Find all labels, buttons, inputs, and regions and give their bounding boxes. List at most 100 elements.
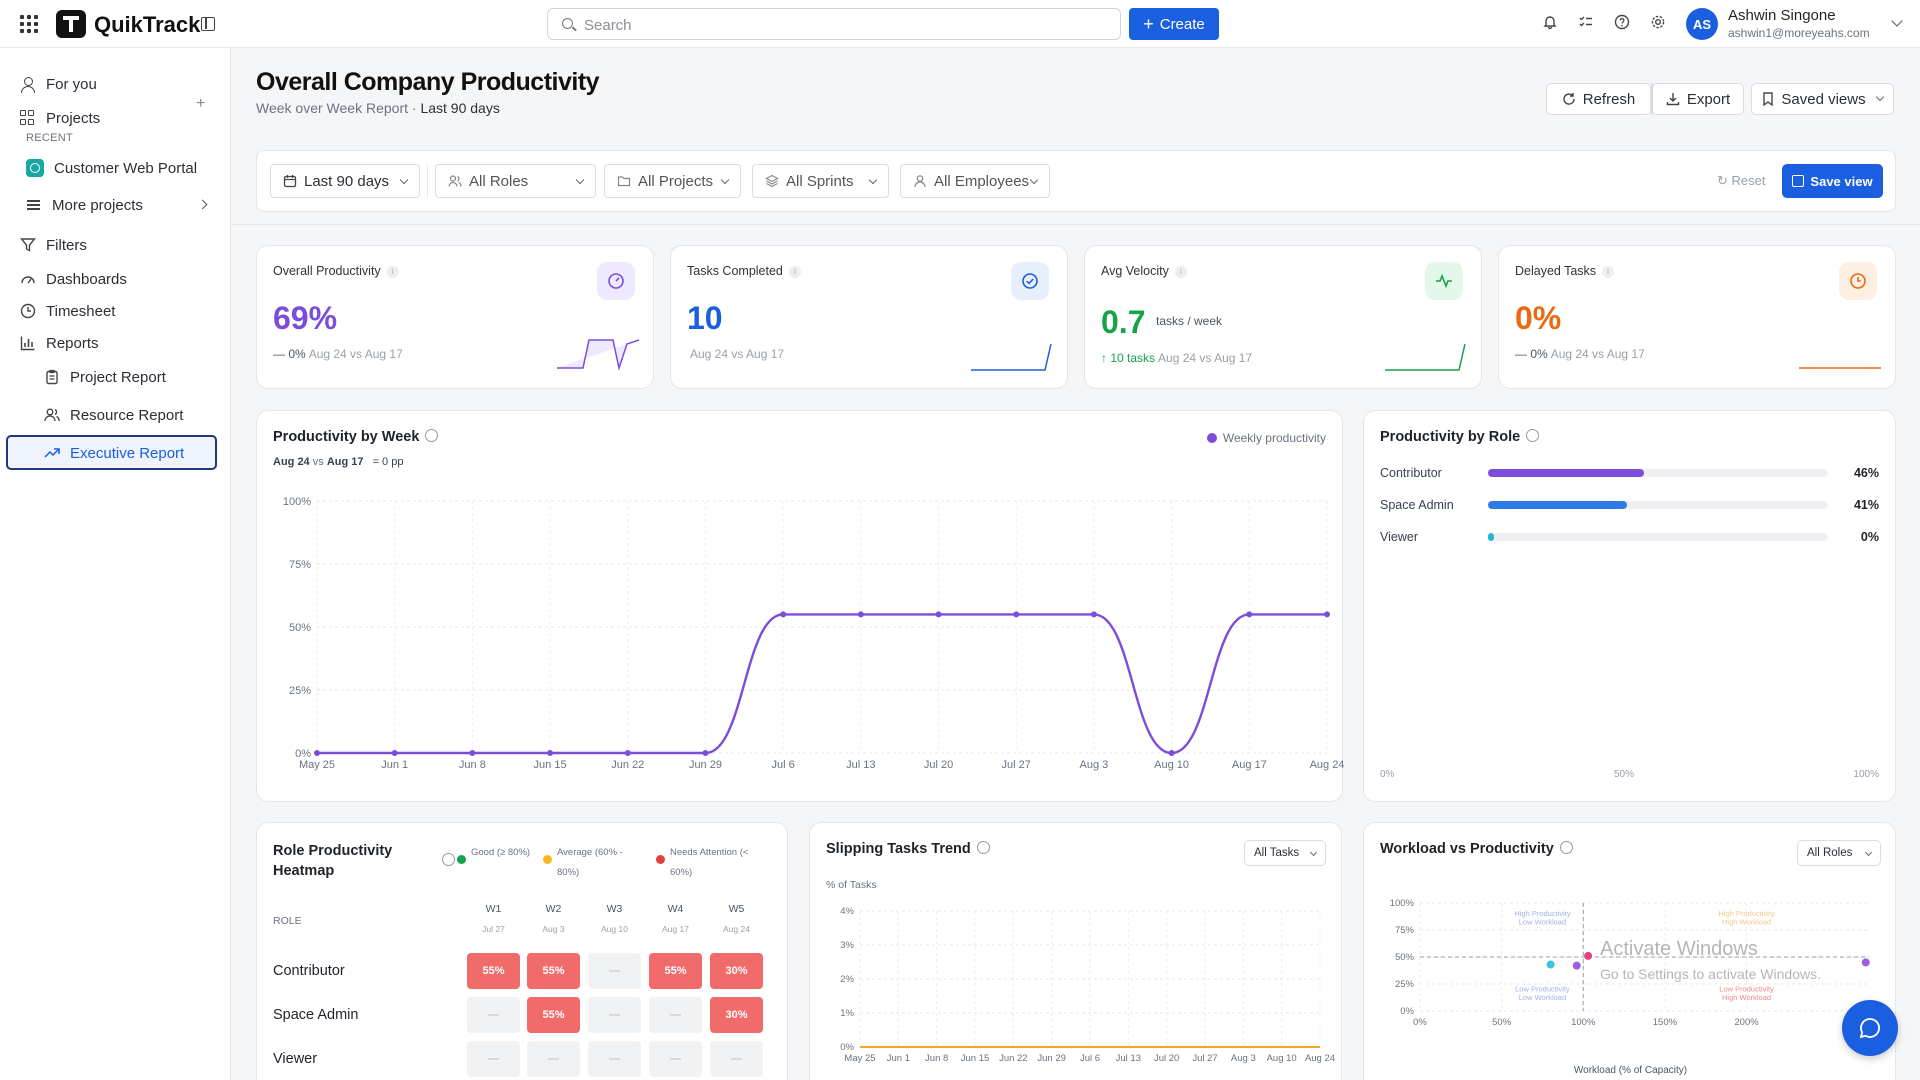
info-icon[interactable]	[1526, 429, 1540, 442]
workload-card: Workload vs Productivity All Roles 0% 25%…	[1363, 822, 1896, 1080]
role-heatmap-card: Role Productivity Heatmap Good (≥ 80%) A…	[256, 822, 788, 1080]
kpi-delta: ↑ 10 tasks Aug 24 vs Aug 17	[1101, 351, 1252, 365]
logo[interactable]	[56, 10, 86, 38]
user-avatar[interactable]: AS	[1686, 8, 1718, 40]
date-range-filter[interactable]: Last 90 days	[270, 164, 420, 198]
quadrant-label: High Productivity	[1718, 909, 1775, 918]
employees-label: All Employees	[934, 172, 1030, 190]
x-tick-label: Jun 22	[999, 1053, 1028, 1064]
chat-button[interactable]	[1842, 1000, 1898, 1056]
sidebar-item-for-you[interactable]: For you	[20, 72, 97, 96]
heatmap-cell[interactable]: —	[710, 1041, 763, 1077]
heatmap-cell[interactable]: —	[588, 997, 641, 1033]
info-icon[interactable]	[976, 841, 990, 854]
heatmap-cell[interactable]: —	[467, 997, 520, 1033]
tasks-filter-dropdown[interactable]: All Tasks	[1244, 840, 1326, 866]
brand-name[interactable]: QuikTrack	[94, 12, 201, 37]
kpi-delta-value: — 0%	[273, 347, 306, 361]
search-box[interactable]	[547, 8, 1121, 40]
search-input[interactable]	[584, 15, 1104, 35]
sidebar-item-label: For you	[46, 75, 97, 93]
info-icon[interactable]: i	[1602, 266, 1615, 278]
role-value: 46%	[1853, 466, 1879, 480]
heatmap-cell[interactable]: 55%	[527, 953, 580, 989]
sidebar-toggle-icon[interactable]	[201, 17, 215, 31]
sidebar-item-filters[interactable]: Filters	[20, 233, 87, 257]
settings-gear-icon[interactable]	[1648, 14, 1668, 34]
data-point	[624, 750, 631, 756]
info-icon[interactable]: i	[788, 266, 801, 278]
sidebar-item-resource-report[interactable]: Resource Report	[44, 403, 183, 427]
check-circle-icon	[1011, 262, 1049, 300]
sidebar-item-projects[interactable]: Projects	[20, 106, 100, 130]
roles-filter-dropdown[interactable]: All Roles	[1797, 840, 1881, 866]
sidebar-item-project-report[interactable]: Project Report	[44, 365, 166, 389]
scatter-point	[1546, 960, 1555, 969]
role-name: Contributor	[1380, 466, 1442, 480]
help-icon[interactable]	[1612, 14, 1632, 34]
sidebar-item-reports[interactable]: Reports	[20, 331, 99, 355]
chevron-down-icon	[575, 175, 585, 185]
heatmap-cell[interactable]: 55%	[649, 953, 702, 989]
info-icon[interactable]	[442, 853, 455, 866]
kpi-compare: Aug 24 vs Aug 17	[1550, 347, 1645, 361]
roles-filter[interactable]: All Roles	[435, 164, 596, 198]
kpi-delta-value: — 0%	[1515, 347, 1548, 361]
chevron-right-icon[interactable]	[197, 199, 208, 210]
heatmap-cell[interactable]: —	[467, 1041, 520, 1077]
role-bar-fill[interactable]	[1488, 469, 1645, 477]
sidebar-item-dashboards[interactable]: Dashboards	[20, 267, 127, 291]
create-button[interactable]: + Create	[1129, 8, 1219, 40]
subtitle-range: Last 90 days	[420, 100, 500, 116]
x-tick-label: Jul 27	[1192, 1053, 1217, 1064]
x-tick-label: 150%	[1653, 1017, 1678, 1028]
export-button[interactable]: Export	[1652, 83, 1744, 115]
heatmap-cell[interactable]: 30%	[710, 953, 763, 989]
sidebar-item-executive-report[interactable]	[6, 435, 217, 470]
data-point	[314, 750, 320, 756]
heatmap-cell[interactable]: —	[649, 997, 702, 1033]
refresh-button[interactable]: Refresh	[1546, 83, 1651, 115]
search-icon	[562, 18, 573, 29]
heatmap-cell[interactable]: 30%	[710, 997, 763, 1033]
heatmap-cell[interactable]: —	[527, 1041, 580, 1077]
role-bar-fill[interactable]	[1488, 501, 1628, 509]
info-icon[interactable]	[425, 429, 439, 442]
heatmap-cell[interactable]: 55%	[527, 997, 580, 1033]
page-title: Overall Company Productivity	[256, 68, 600, 96]
user-name[interactable]: Ashwin Singone	[1728, 7, 1836, 24]
info-icon[interactable]	[1559, 841, 1573, 854]
sprints-filter[interactable]: All Sprints	[752, 164, 889, 198]
sidebar-item-more-projects[interactable]: More projects	[26, 193, 143, 217]
heatmap-cell[interactable]: —	[649, 1041, 702, 1077]
filter-divider	[427, 165, 428, 197]
reset-icon: ↻	[1717, 173, 1728, 188]
info-icon[interactable]: i	[386, 266, 399, 278]
data-point	[1246, 611, 1253, 618]
x-tick-label: Jul 20	[1154, 1053, 1179, 1064]
saved-views-button[interactable]: Saved views	[1751, 83, 1894, 115]
kpi-title: Delayed Tasks i	[1515, 264, 1615, 278]
info-icon[interactable]: i	[1174, 266, 1187, 278]
heatmap-cell[interactable]: 55%	[467, 953, 520, 989]
heatmap-cell[interactable]: —	[588, 953, 641, 989]
role-bar-fill[interactable]	[1488, 533, 1494, 541]
tasks-checklist-icon[interactable]	[1576, 14, 1596, 34]
kpi-delta: — 0% Aug 24 vs Aug 17	[1515, 347, 1645, 361]
sidebar-item-label: Dashboards	[46, 270, 127, 288]
sidebar-item-timesheet[interactable]: Timesheet	[20, 299, 115, 323]
notifications-bell-icon[interactable]	[1540, 14, 1560, 34]
chevron-down-icon[interactable]	[1891, 15, 1903, 27]
app-launcher-icon[interactable]	[20, 15, 38, 33]
sidebar-item-executive-report-content[interactable]: Executive Report	[44, 441, 184, 465]
add-project-icon[interactable]: +	[196, 95, 206, 112]
projects-filter[interactable]: All Projects	[604, 164, 741, 198]
role-column-header: ROLE	[273, 915, 302, 927]
reset-button[interactable]: ↻ Reset	[1717, 173, 1766, 189]
x-tick-label: Jun 22	[611, 759, 644, 771]
employees-filter[interactable]: All Employees	[900, 164, 1050, 198]
sidebar-item-customer-web-portal[interactable]: Customer Web Portal	[26, 159, 197, 177]
heatmap-cell[interactable]: —	[588, 1041, 641, 1077]
save-view-button[interactable]: Save view	[1782, 164, 1883, 198]
section-divider	[232, 224, 1920, 225]
